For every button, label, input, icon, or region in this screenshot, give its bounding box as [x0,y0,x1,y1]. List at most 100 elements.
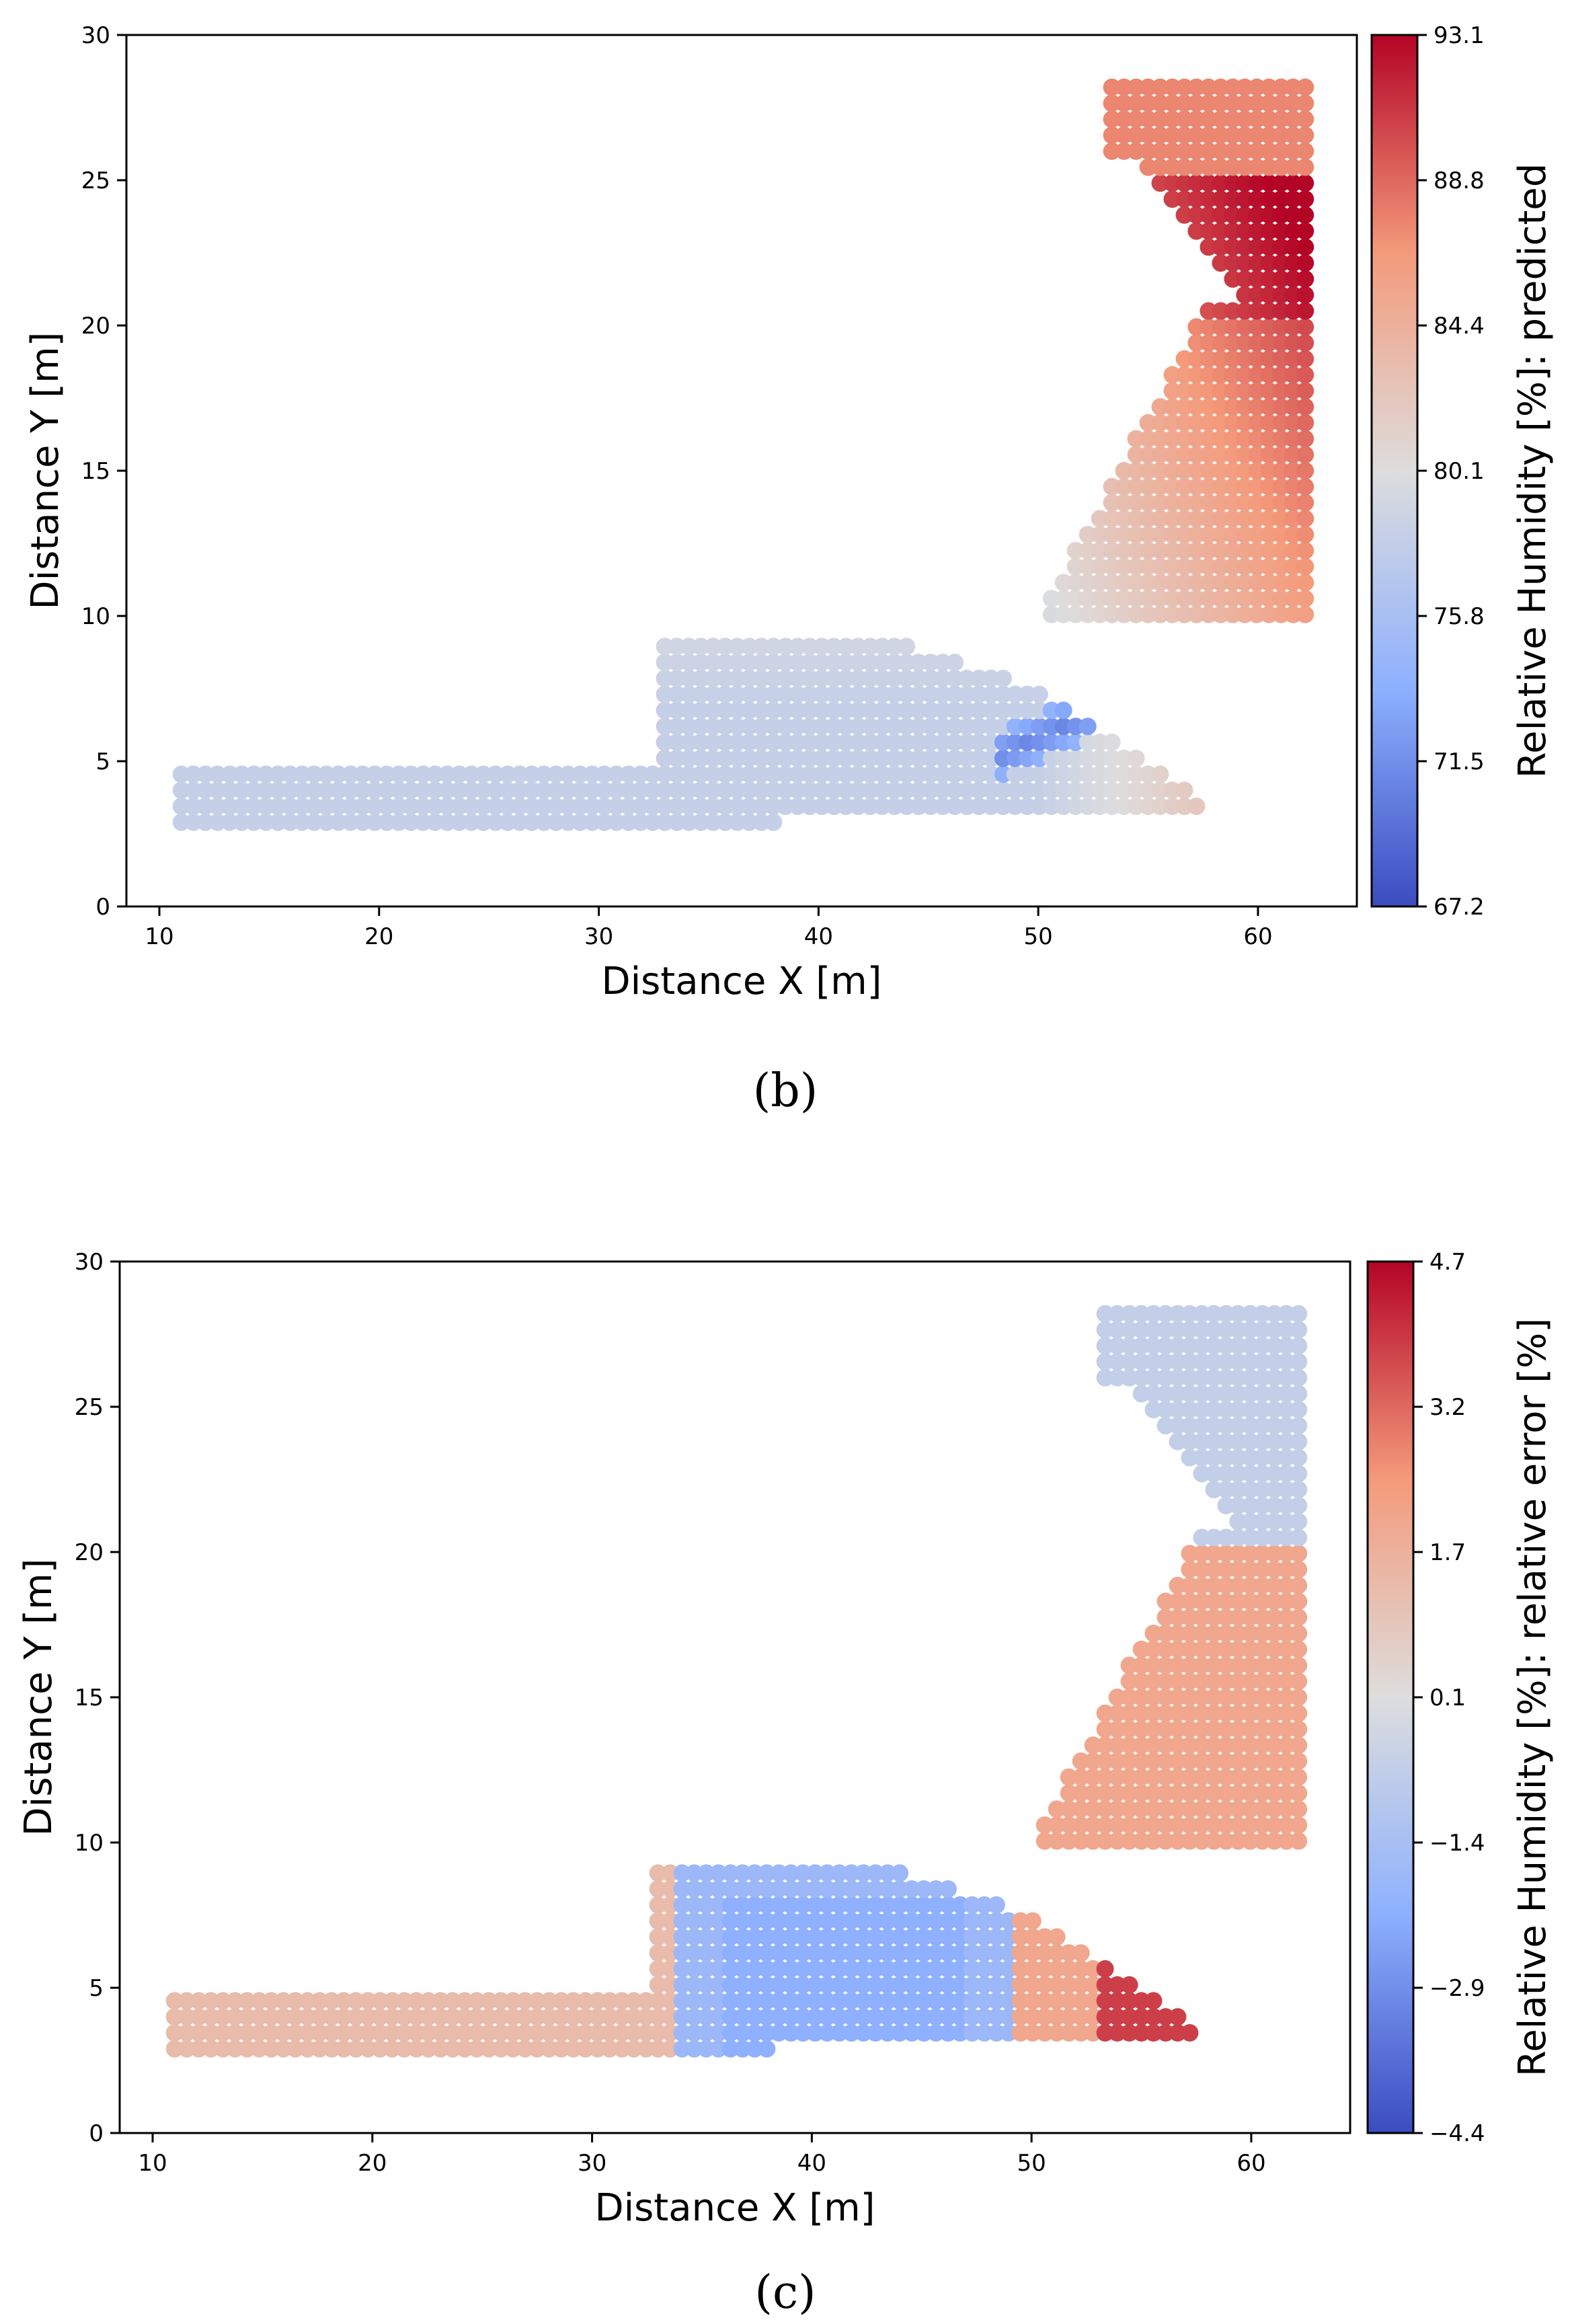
scatter-point [1163,110,1181,128]
scatter-point [1212,366,1230,384]
scatter-point [1217,1816,1235,1834]
scatter-point [837,654,855,672]
scatter-point [728,637,746,656]
scatter-point [1296,414,1314,432]
scatter-point [1108,1720,1126,1738]
scatter-point [390,813,408,831]
scatter-point [994,701,1012,720]
scatter-point [879,1944,897,1962]
scatter-point [359,2008,377,2026]
scatter-point [649,1928,667,1946]
scatter-point [813,701,831,720]
scatter-point [1018,685,1036,703]
scatter-point [378,765,396,783]
scatter-point [656,685,674,703]
scatter-point [233,798,251,815]
scatter-point [806,1896,824,1914]
scatter-point [668,718,686,736]
scatter-point [522,798,541,815]
scatter-point [728,813,746,831]
scatter-point [764,813,783,831]
scatter-point [1035,1960,1054,1978]
scatter-point [999,1944,1017,1962]
scatter-point [1236,334,1254,352]
scatter-point [794,1880,812,1898]
scatter-point [1296,574,1314,592]
scatter-point [1212,382,1230,400]
scatter-point [758,1864,776,1882]
scatter-point [552,1992,570,2010]
scatter-point [1265,1465,1284,1483]
scatter-point [468,2008,485,2026]
scatter-point [196,765,214,783]
scatter-point [1200,605,1218,623]
scatter-point [1193,1736,1211,1754]
x-tick-label: 20 [364,923,393,950]
scatter-point [818,1912,836,1930]
scatter-point [1278,1768,1296,1786]
scatter-point [764,669,783,687]
scatter-point [1290,1656,1308,1674]
scatter-point [716,813,734,831]
scatter-point [1091,574,1109,592]
scatter-point [1011,1912,1029,1930]
scatter-point [444,2024,462,2042]
scatter-point [250,2024,268,2042]
scatter-point [1200,510,1218,528]
scatter-point [1156,1321,1175,1339]
scatter-point [1163,605,1181,623]
scatter-point [1115,749,1133,767]
scatter-point [552,2024,570,2042]
scatter-point [1236,526,1254,543]
scatter-point [1187,190,1206,208]
scatter-point [939,1976,957,1994]
colorbar-tick-label: 75.8 [1434,603,1485,630]
scatter-point [958,701,976,720]
scatter-point [704,718,722,736]
scatter-point [1217,1560,1235,1578]
scatter-point [1278,1385,1296,1403]
scatter-point [274,2040,292,2058]
scatter-point [1272,334,1290,352]
colorbar-tick-label: 1.7 [1429,1539,1466,1566]
scatter-point [420,1992,438,2010]
scatter-point [1181,1736,1199,1754]
scatter-point [1253,1800,1271,1818]
scatter-point [842,1864,861,1882]
scatter-point [178,2024,196,2042]
scatter-point [861,733,879,751]
scatter-point [1224,78,1242,96]
scatter-point [975,1992,993,2010]
scatter-point [613,2008,631,2026]
scatter-point [777,701,795,720]
scatter-point [1018,718,1036,736]
scatter-point [903,2008,921,2026]
scatter-point [818,1864,836,1882]
scatter-point [801,701,819,720]
scatter-point [1120,1305,1138,1323]
scatter-point [891,1944,909,1962]
scatter-point [1181,1592,1199,1611]
scatter-point [1108,1976,1126,1994]
scatter-point [1006,733,1024,751]
colorbar-label-b: Relative Humidity [%]: predicted [1511,163,1555,779]
scatter-point [1236,574,1254,592]
scatter-point [709,1976,728,1994]
scatter-point [1193,1768,1211,1786]
scatter-point [927,2024,945,2042]
scatter-point [366,765,384,783]
scatter-point [1212,142,1230,160]
scatter-point [1169,1353,1187,1370]
scatter-point [1236,110,1254,128]
scatter-point [1290,1784,1308,1802]
scatter-point [522,765,541,783]
scatter-point [1115,110,1133,128]
scatter-point [1260,526,1278,543]
colorbar-tick-label: 67.2 [1434,894,1485,921]
scatter-point [825,718,843,736]
scatter-point [1156,1385,1175,1403]
scatter-point [1132,1784,1150,1802]
scatter-point [1248,78,1266,96]
scatter-point [1030,733,1048,751]
scatter-point [1187,382,1206,400]
